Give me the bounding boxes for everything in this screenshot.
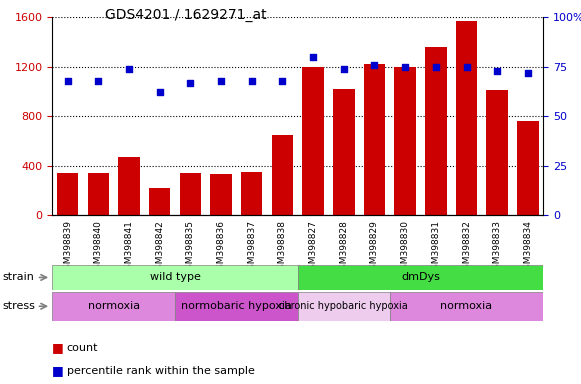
Text: stress: stress bbox=[3, 301, 36, 311]
Text: normoxia: normoxia bbox=[440, 301, 493, 311]
Text: strain: strain bbox=[3, 272, 35, 283]
Bar bbox=[364, 64, 385, 215]
Point bbox=[309, 54, 318, 60]
Text: percentile rank within the sample: percentile rank within the sample bbox=[67, 366, 254, 376]
Text: count: count bbox=[67, 343, 98, 353]
Bar bbox=[456, 21, 477, 215]
Bar bbox=[302, 67, 324, 215]
Bar bbox=[333, 89, 354, 215]
Bar bbox=[517, 121, 539, 215]
Bar bbox=[272, 135, 293, 215]
Point bbox=[523, 70, 533, 76]
Bar bbox=[241, 172, 263, 215]
Bar bbox=[180, 173, 201, 215]
Point bbox=[186, 79, 195, 86]
Point bbox=[63, 78, 72, 84]
Point bbox=[462, 64, 471, 70]
Point bbox=[370, 62, 379, 68]
Point bbox=[431, 64, 440, 70]
Bar bbox=[57, 173, 78, 215]
Bar bbox=[297, 265, 543, 290]
Bar bbox=[297, 292, 390, 321]
Text: chronic hypobaric hypoxia: chronic hypobaric hypoxia bbox=[279, 301, 408, 311]
Bar bbox=[394, 67, 416, 215]
Bar bbox=[149, 188, 170, 215]
Point bbox=[339, 66, 349, 72]
Text: normoxia: normoxia bbox=[88, 301, 139, 311]
Bar bbox=[486, 90, 508, 215]
Point bbox=[400, 64, 410, 70]
Bar bbox=[52, 265, 297, 290]
Text: dmDys: dmDys bbox=[401, 272, 440, 283]
Point bbox=[278, 78, 287, 84]
Point bbox=[493, 68, 502, 74]
Text: GDS4201 / 1629271_at: GDS4201 / 1629271_at bbox=[105, 8, 266, 22]
Text: normobaric hypoxia: normobaric hypoxia bbox=[181, 301, 292, 311]
Point bbox=[124, 66, 134, 72]
Bar bbox=[210, 174, 232, 215]
Text: wild type: wild type bbox=[149, 272, 200, 283]
Text: ■: ■ bbox=[52, 341, 64, 354]
Point bbox=[247, 78, 256, 84]
Point bbox=[216, 78, 225, 84]
Bar bbox=[52, 292, 175, 321]
Bar bbox=[425, 47, 447, 215]
Bar bbox=[390, 292, 543, 321]
Text: ■: ■ bbox=[52, 364, 64, 377]
Bar bbox=[175, 292, 297, 321]
Bar bbox=[119, 157, 140, 215]
Point bbox=[155, 89, 164, 96]
Bar bbox=[88, 173, 109, 215]
Point bbox=[94, 78, 103, 84]
